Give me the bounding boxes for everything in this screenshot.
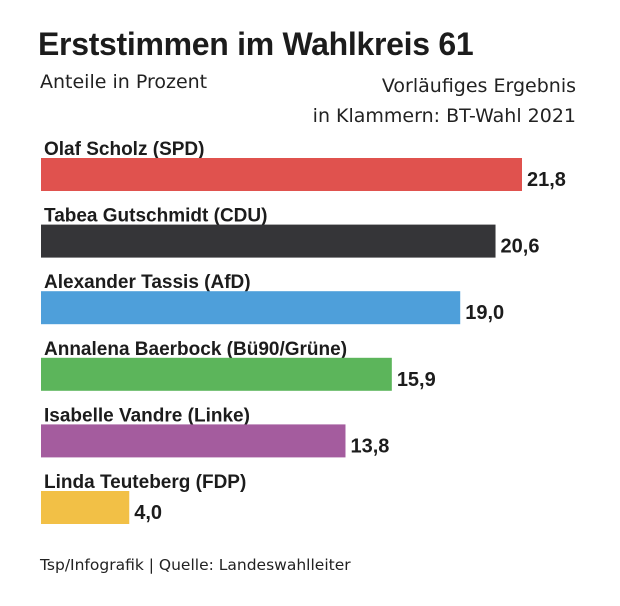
value-label: 19,0 [465,302,504,324]
chart-subtitle: Anteile in Prozent [40,71,208,93]
candidate-label: Olaf Scholz (SPD) [44,139,204,160]
chart-note: Vorläufiges Ergebnis in Klammern: BT-Wah… [313,71,576,131]
note-line-2: in Klammern: BT-Wahl 2021 [312,105,576,127]
candidate-label: Isabelle Vandre (Linke) [44,405,250,426]
bar [41,357,392,391]
bar [41,291,461,325]
bar [41,224,496,258]
value-label: 15,9 [397,369,436,391]
value-label: 20,6 [501,236,540,258]
value-label: 21,8 [527,169,566,191]
bars-layer: Olaf Scholz (SPD) 21,8 Tabea Gutschmidt (C… [41,139,566,524]
candidate-label: Annalena Baerbock (Bü90/Grüne) [44,339,347,360]
bar [41,424,346,458]
bar [41,491,130,524]
candidate-label: Tabea Gutschmidt (CDU) [44,206,267,227]
candidate-label: Alexander Tassis (AfD) [44,272,251,293]
chart-title: Erststimmen im Wahlkreis 61 [38,26,474,62]
candidate-label: Linda Teuteberg (FDP) [44,472,246,493]
bar [41,158,522,191]
note-line-1: Vorläufiges Ergebnis [381,75,576,97]
value-label: 13,8 [350,435,389,457]
value-label: 4,0 [134,502,162,524]
source-note: Tsp/Infografik | Quelle: Landeswahlleite… [40,556,351,574]
